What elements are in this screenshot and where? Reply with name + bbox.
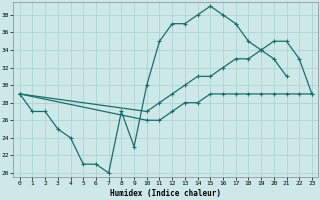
- X-axis label: Humidex (Indice chaleur): Humidex (Indice chaleur): [110, 189, 221, 198]
